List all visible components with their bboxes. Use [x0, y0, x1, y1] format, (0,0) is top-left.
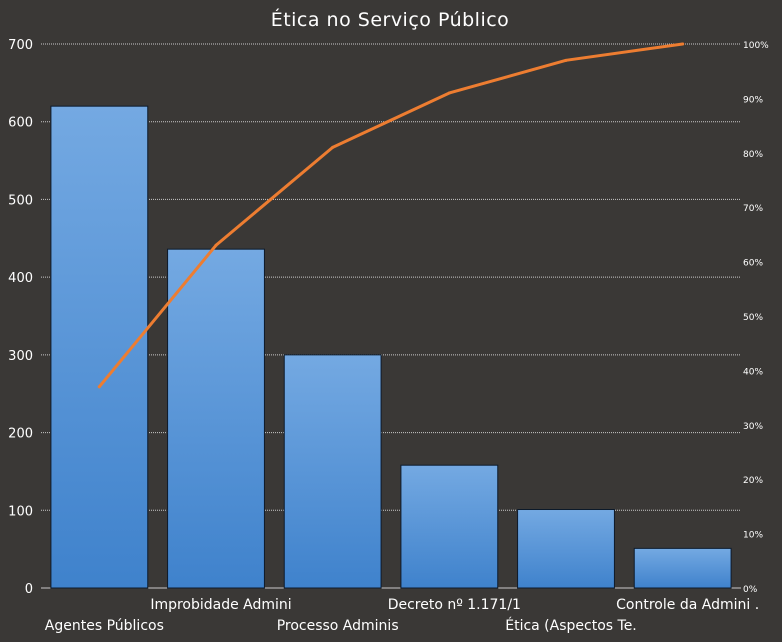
- y2-tick-label: 10%: [743, 531, 763, 541]
- y2-tick-label: 60%: [743, 259, 763, 269]
- x-category-label: Processo Adminis: [277, 618, 399, 634]
- bar: [167, 248, 265, 589]
- cumulative-line: [97, 42, 685, 389]
- y2-tick-label: 0%: [743, 585, 758, 595]
- y-tick-label: 100: [8, 504, 33, 519]
- y2-tick-label: 100%: [743, 41, 769, 51]
- y2-tick-label: 80%: [743, 150, 763, 160]
- x-axis-labels: Agentes Públicos Improbidade Admini Proces…: [45, 597, 759, 634]
- y2-tick-label: 20%: [743, 476, 763, 486]
- x-category-label: Decreto nº 1.171/1: [388, 597, 521, 613]
- x-category-label: Agentes Públicos: [45, 618, 164, 634]
- y-tick-label: 200: [8, 427, 33, 442]
- chart-title: Ética no Serviço Público: [271, 8, 510, 31]
- y2-tick-label: 90%: [743, 95, 763, 105]
- bar: [400, 464, 499, 589]
- y-axis-right: 0% 10% 20% 30% 40% 50% 60% 70% 80% 90% 100%: [743, 41, 769, 595]
- y-tick-label: 300: [8, 349, 33, 364]
- bar-series: [50, 105, 732, 589]
- bar: [283, 354, 382, 589]
- bar: [633, 547, 732, 589]
- y-axis-left: 0 100 200 300 400 500 600 700: [8, 38, 33, 597]
- line-point: [97, 385, 101, 389]
- gridlines: [41, 43, 741, 589]
- line-point: [214, 243, 218, 247]
- y-tick-label: 700: [8, 38, 33, 53]
- y-tick-label: 600: [8, 116, 33, 131]
- y2-tick-label: 70%: [743, 204, 763, 214]
- line-point: [331, 145, 335, 149]
- y2-tick-label: 40%: [743, 367, 763, 377]
- y2-tick-label: 30%: [743, 422, 763, 432]
- y2-tick-label: 50%: [743, 313, 763, 323]
- y-tick-label: 500: [8, 193, 33, 208]
- y-tick-label: 0: [25, 582, 33, 597]
- x-category-label: Controle da Admini .: [616, 597, 759, 613]
- line-point: [681, 42, 685, 46]
- line-point: [564, 58, 568, 62]
- y-tick-label: 400: [8, 271, 33, 286]
- x-category-label: Ética (Aspectos Te.: [505, 617, 637, 634]
- bar: [517, 509, 615, 589]
- cumulative-line-series: [97, 42, 685, 389]
- line-point: [447, 91, 451, 95]
- x-category-label: Improbidade Admini: [150, 597, 291, 613]
